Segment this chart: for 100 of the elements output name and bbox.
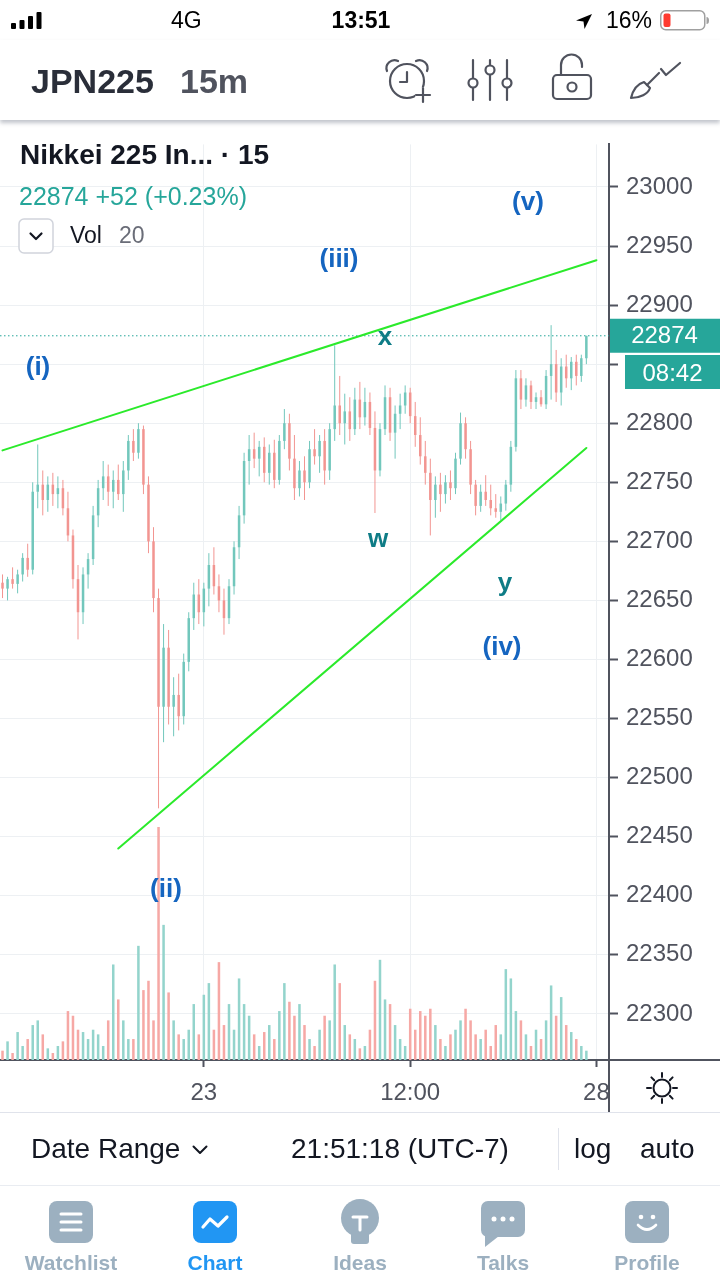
candlestick [298, 460, 301, 497]
bar [333, 964, 336, 1060]
y-tick-label: 22950 [626, 230, 693, 258]
bar [152, 1020, 155, 1060]
candlestick [268, 443, 271, 486]
bar [569, 1032, 573, 1060]
candlestick [580, 354, 583, 383]
y-tick-label: 22750 [626, 466, 693, 494]
bar [454, 1029, 457, 1060]
candlestick [439, 472, 442, 513]
bar [575, 1039, 578, 1060]
candlestick [575, 354, 578, 386]
bar [494, 1025, 498, 1060]
bar [585, 1050, 588, 1060]
y-tick-label: 22500 [626, 762, 693, 790]
annotation: (ii) [150, 873, 182, 903]
bar [1, 1050, 4, 1060]
annotation: (iv) [482, 631, 522, 661]
bar [172, 1020, 175, 1060]
bar [434, 1025, 437, 1060]
bar [117, 999, 120, 1060]
text: 21:51:18 (UTC-7) [291, 1133, 509, 1164]
candlestick [36, 443, 40, 509]
candlestick [424, 440, 427, 486]
text: 13:51 [331, 7, 391, 33]
bar [464, 1008, 467, 1060]
bar [268, 1025, 271, 1060]
bar [449, 1034, 452, 1060]
annotation: 20 [119, 222, 145, 248]
candlestick [283, 408, 286, 450]
annotation: y [497, 567, 513, 597]
bar [308, 1039, 311, 1060]
text: Date Range [31, 1133, 181, 1164]
text: Watchlist [24, 1251, 118, 1274]
bar [36, 1020, 40, 1060]
candlestick [449, 469, 452, 501]
text: Talks [476, 1251, 530, 1274]
candlestick [111, 469, 115, 509]
candlestick [333, 344, 336, 442]
candlestick [117, 464, 120, 501]
candlestick [137, 422, 140, 460]
y-tick-label: 22700 [626, 525, 693, 553]
bar [479, 1039, 482, 1060]
text: JPN225 [31, 62, 154, 100]
text: 08:42 [625, 354, 720, 389]
bar [419, 1011, 422, 1060]
bar [444, 1046, 447, 1060]
bar [11, 1053, 14, 1060]
candlestick [494, 493, 498, 519]
bar [298, 1004, 301, 1060]
bar [474, 1034, 477, 1060]
candlestick [303, 455, 306, 501]
x-tick-label: 23 [190, 1078, 218, 1106]
text: 4G [171, 7, 202, 33]
candlestick [479, 484, 482, 513]
candlestick [11, 566, 14, 590]
bar [127, 1039, 130, 1060]
candlestick [585, 335, 588, 365]
bar [16, 1032, 19, 1060]
text: Chart [187, 1251, 243, 1274]
bar [122, 1020, 125, 1060]
candlestick [16, 569, 19, 594]
bar [328, 1020, 331, 1060]
y-tick-label: 22550 [626, 703, 693, 731]
annotation: Vol [70, 222, 102, 248]
annotation: (v) [512, 186, 544, 216]
text: auto [640, 1133, 695, 1164]
x-tick-label: 28 [583, 1078, 610, 1106]
y-tick-label: 22800 [626, 407, 693, 435]
bar [283, 983, 286, 1060]
bar [147, 980, 150, 1060]
bar [469, 1020, 472, 1060]
candlestick [26, 543, 29, 578]
candlestick [434, 475, 437, 519]
candlestick [318, 434, 321, 474]
bar [31, 1025, 34, 1060]
candlestick [132, 428, 135, 462]
bar [303, 1025, 306, 1060]
text: 22874 +52 (+0.23%) [19, 182, 247, 210]
text: 16% [606, 7, 653, 33]
bar [293, 1015, 296, 1060]
bar [6, 1041, 9, 1060]
bar [162, 924, 165, 1060]
text: log [574, 1133, 612, 1164]
annotation: w [367, 523, 389, 553]
y-tick-label: 22450 [626, 821, 693, 849]
x-tick-label: 12:00 [380, 1078, 441, 1106]
bar [318, 1029, 321, 1060]
text: 15m [180, 62, 249, 100]
bar [424, 1015, 427, 1060]
candlestick [489, 484, 492, 516]
bar [288, 1001, 291, 1060]
bar [142, 990, 145, 1060]
annotation: x [377, 321, 393, 351]
candlestick [21, 552, 24, 583]
candlestick [313, 428, 316, 466]
bar [167, 992, 170, 1060]
candlestick [122, 460, 125, 513]
y-tick-label: 22300 [626, 998, 693, 1026]
annotation: (i) [25, 351, 51, 381]
